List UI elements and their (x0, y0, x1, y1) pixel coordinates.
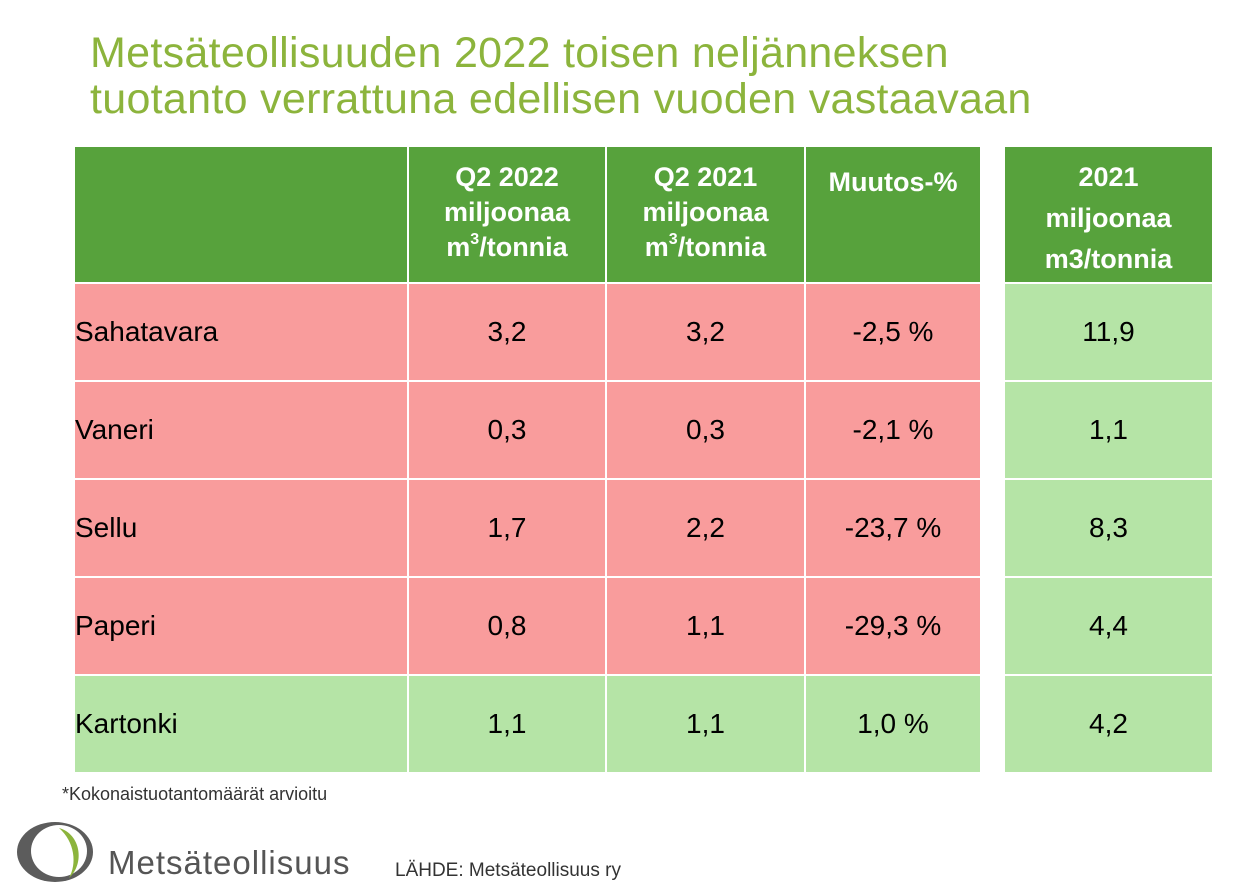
unit-rest: /tonnia (677, 232, 767, 262)
table-row: Paperi 0,8 1,1 -29,3 % (73, 576, 982, 676)
annual-2021-table: 2021 miljoonaa m3/tonnia 11,9 1,1 8,3 4,… (1003, 145, 1214, 774)
cell-q2-2021: 1,1 (605, 576, 806, 676)
header-label-cell (73, 145, 409, 284)
side-header-row: 2021 miljoonaa m3/tonnia (1003, 145, 1214, 284)
header-2021-unit: m3/tonnia (1044, 244, 1173, 274)
table-row: Sahatavara 3,2 3,2 -2,5 % (73, 282, 982, 382)
header-q2-2022-period: Q2 2022 (455, 162, 559, 192)
cell-q2-2022: 1,7 (407, 478, 607, 578)
cell-q2-2021: 1,1 (605, 674, 806, 774)
side-row: 1,1 (1003, 380, 1214, 480)
cell-q2-2021: 0,3 (605, 380, 806, 480)
cell-q2-2022: 0,3 (407, 380, 607, 480)
header-q2-2021-scale: miljoonaa (642, 197, 769, 227)
metsateollisuus-logo-icon (17, 822, 93, 882)
table-row: Sellu 1,7 2,2 -23,7 % (73, 478, 982, 578)
table-row: Vaneri 0,3 0,3 -2,1 % (73, 380, 982, 480)
unit-base: m (446, 232, 471, 262)
cell-q2-2021: 3,2 (605, 282, 806, 382)
cell-q2-2022: 1,1 (407, 674, 607, 774)
row-label: Vaneri (73, 380, 409, 480)
table-header-row: Q2 2022 miljoonaa m3/tonnia Q2 2021 milj… (73, 145, 982, 284)
header-change: Muutos-% (804, 145, 982, 284)
header-q2-2021: Q2 2021 miljoonaa m3/tonnia (605, 145, 806, 284)
header-q2-2022-scale: miljoonaa (443, 197, 571, 227)
cell-q2-2021: 2,2 (605, 478, 806, 578)
unit-superscript: 3 (470, 231, 480, 248)
header-q2-2022-unit: m3/tonnia (409, 230, 605, 269)
cell-change: 1,0 % (804, 674, 982, 774)
unit-superscript: 3 (668, 231, 678, 248)
cell-2021: 11,9 (1003, 282, 1214, 382)
footnote: *Kokonaistuotantomäärät arvioitu (62, 784, 328, 804)
brand-name: Metsäteollisuus (108, 844, 351, 881)
cell-change: -29,3 % (804, 576, 982, 676)
cell-2021: 4,4 (1003, 576, 1214, 676)
side-row: 4,4 (1003, 576, 1214, 676)
cell-change: -2,1 % (804, 380, 982, 480)
cell-q2-2022: 0,8 (407, 576, 607, 676)
page-title: Metsäteollisuuden 2022 toisen neljänneks… (90, 30, 1230, 122)
cell-2021: 1,1 (1003, 380, 1214, 480)
side-row: 4,2 (1003, 674, 1214, 774)
header-2021: 2021 miljoonaa m3/tonnia (1003, 145, 1214, 284)
cell-q2-2022: 3,2 (407, 282, 607, 382)
header-2021-year: 2021 (1078, 162, 1139, 192)
side-row: 8,3 (1003, 478, 1214, 578)
header-q2-2021-unit: m3/tonnia (607, 230, 804, 269)
header-2021-scale: miljoonaa (1045, 203, 1172, 233)
row-label: Sellu (73, 478, 409, 578)
production-table: Q2 2022 miljoonaa m3/tonnia Q2 2021 milj… (73, 145, 982, 774)
source-note: LÄHDE: Metsäteollisuus ry (395, 860, 621, 881)
cell-2021: 8,3 (1003, 478, 1214, 578)
unit-base: m (644, 232, 669, 262)
cell-change: -2,5 % (804, 282, 982, 382)
title-line-2: tuotanto verrattuna edellisen vuoden vas… (90, 75, 1032, 123)
table-row: Kartonki 1,1 1,1 1,0 % (73, 674, 982, 774)
row-label: Sahatavara (73, 282, 409, 382)
cell-2021: 4,2 (1003, 674, 1214, 774)
side-row: 11,9 (1003, 282, 1214, 382)
row-label: Paperi (73, 576, 409, 676)
header-q2-2022: Q2 2022 miljoonaa m3/tonnia (407, 145, 607, 284)
title-line-1: Metsäteollisuuden 2022 toisen neljänneks… (90, 29, 949, 77)
row-label: Kartonki (73, 674, 409, 774)
unit-rest: /tonnia (479, 232, 568, 262)
header-q2-2021-period: Q2 2021 (653, 162, 758, 192)
cell-change: -23,7 % (804, 478, 982, 578)
